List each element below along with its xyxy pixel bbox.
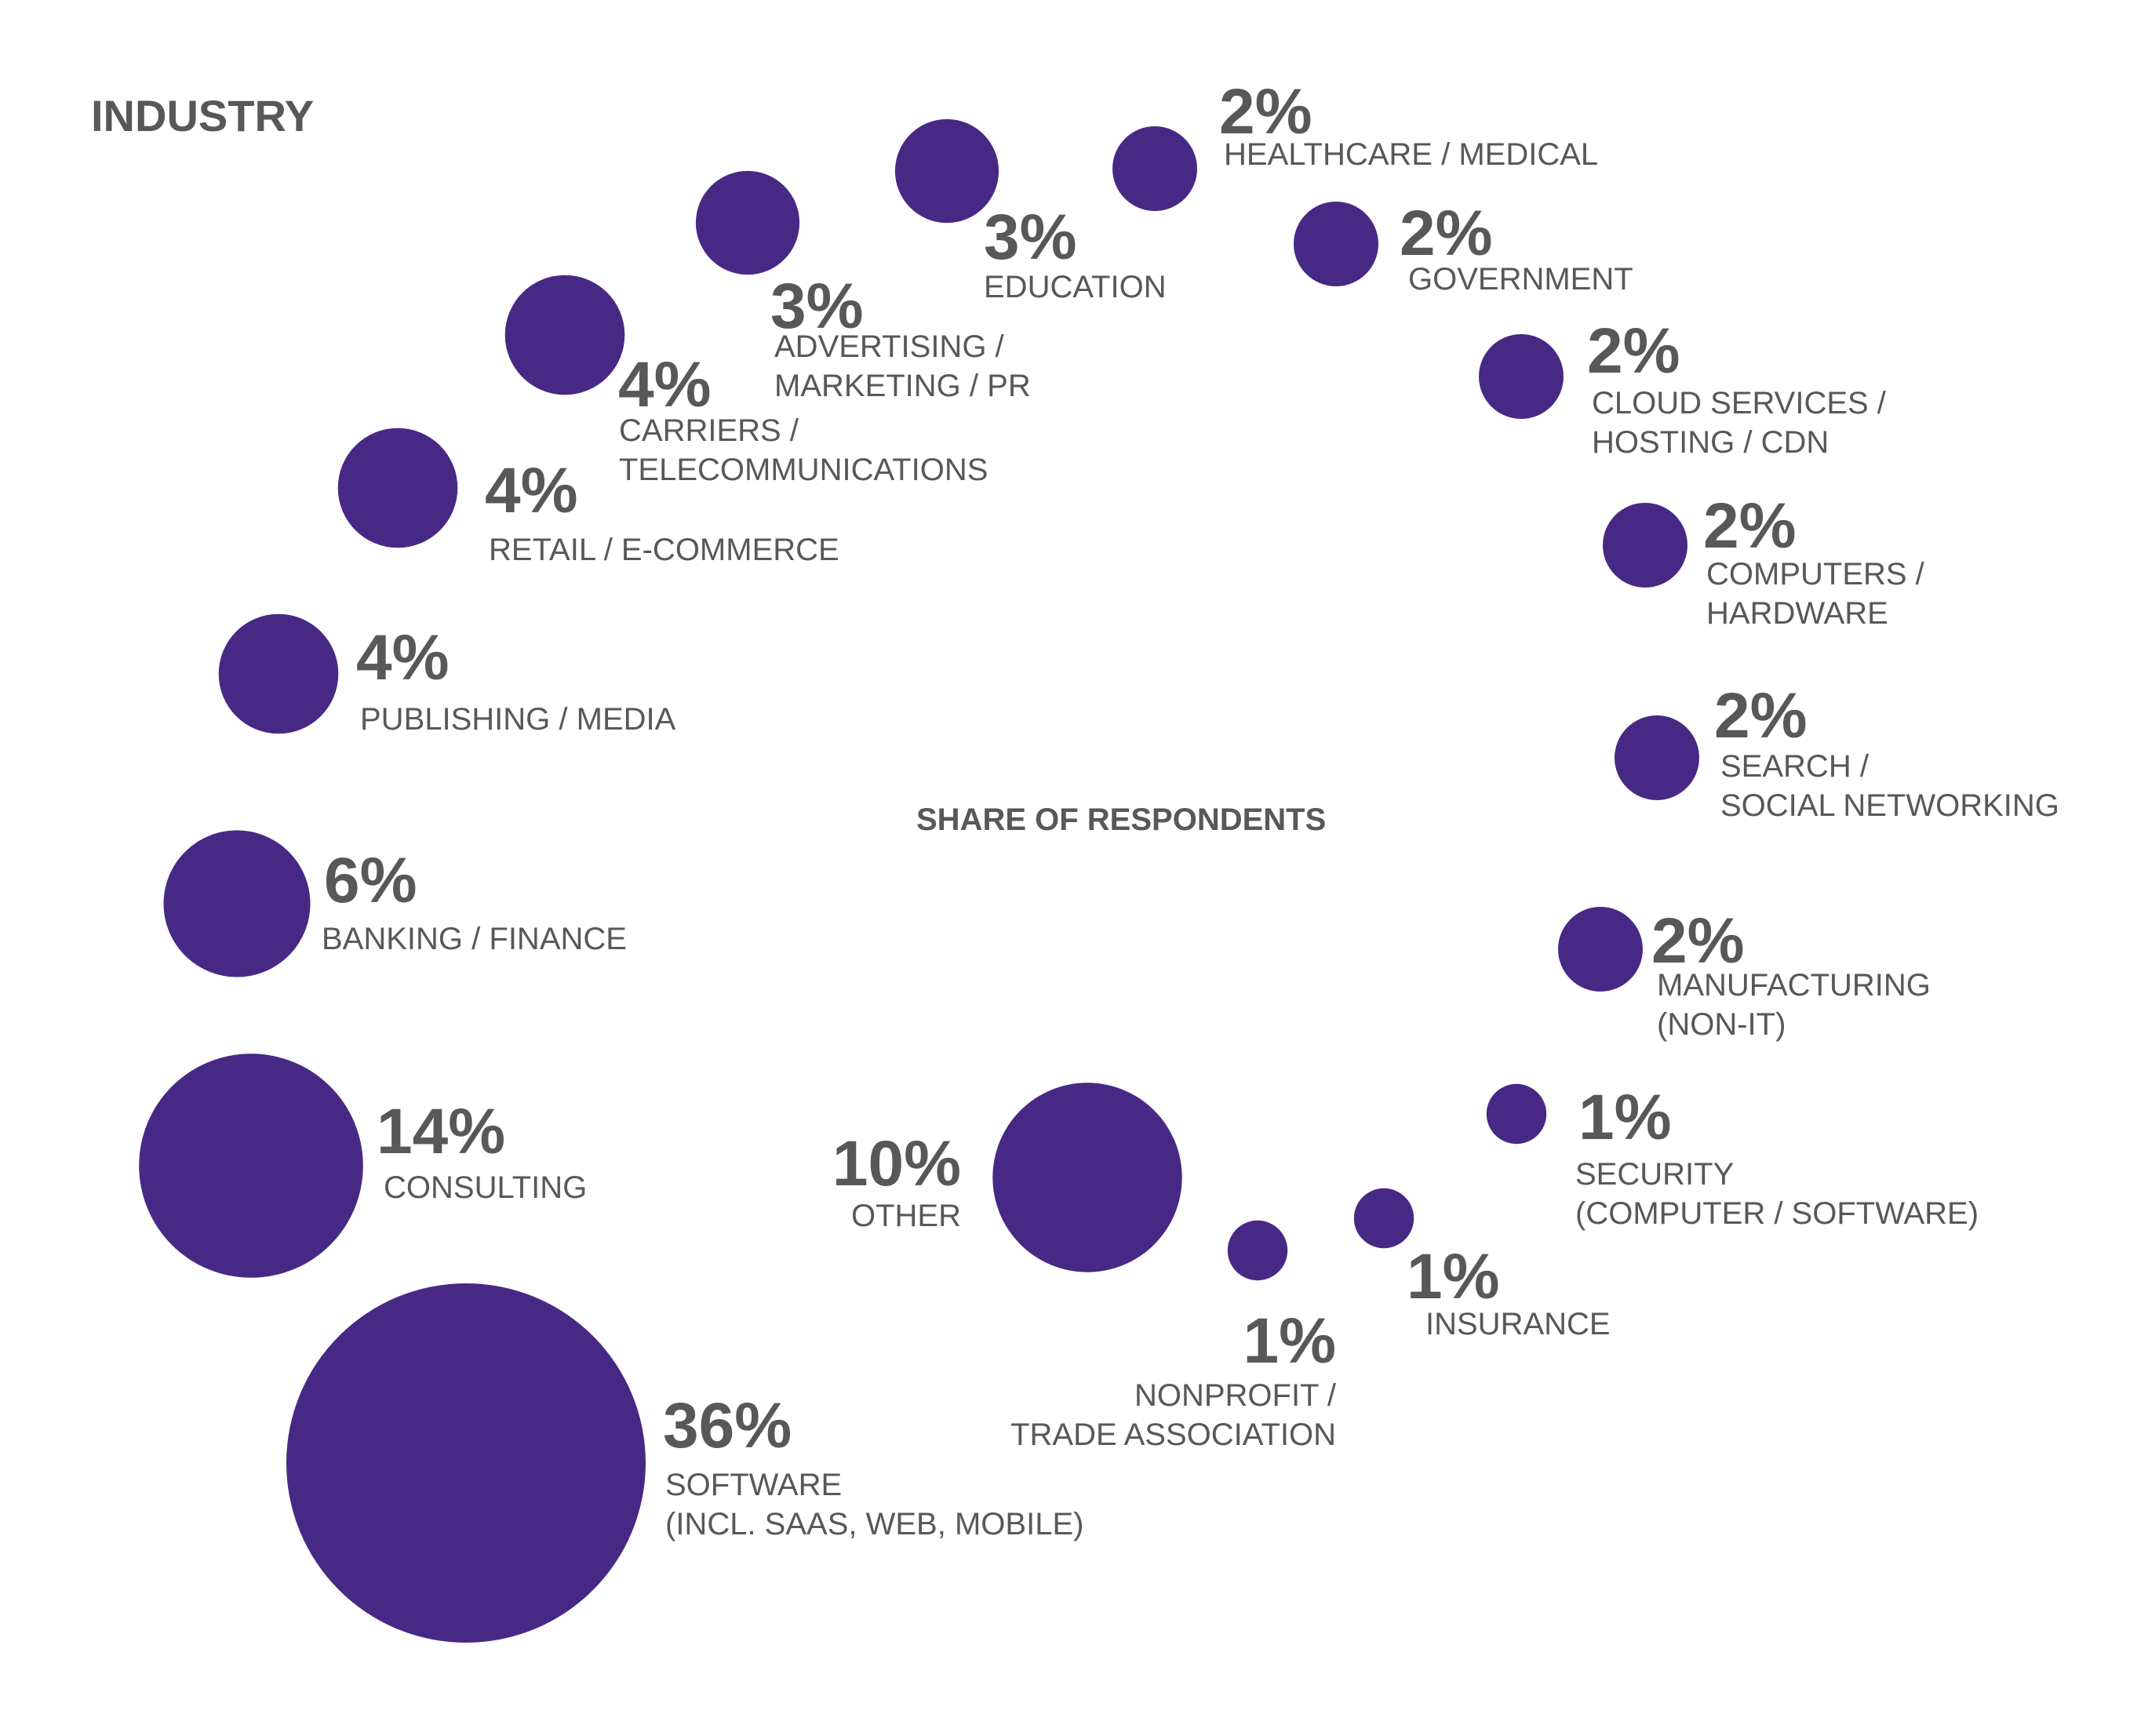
category-label-retail-e-commerce: RETAIL / E-COMMERCE: [489, 533, 839, 567]
category-label-banking-finance: BANKING / FINANCE: [322, 922, 627, 956]
category-label-nonprofit-trade-association: TRADE ASSOCIATION: [1010, 1418, 1336, 1452]
category-label-advertising-marketing-pr: MARKETING / PR: [774, 369, 1031, 403]
value-label-insurance: 1%: [1407, 1241, 1500, 1312]
bubble-cloud-services-hosting-cdn: [1479, 334, 1564, 419]
chart-subtitle: SHARE OF RESPONDENTS: [916, 802, 1326, 837]
value-label-manufacturing-non-it: 2%: [1651, 905, 1745, 977]
bubble-consulting: [139, 1054, 363, 1278]
category-label-nonprofit-trade-association: NONPROFIT /: [1134, 1378, 1337, 1413]
category-label-advertising-marketing-pr: ADVERTISING /: [774, 329, 1005, 364]
category-label-cloud-services-hosting-cdn: HOSTING / CDN: [1592, 425, 1829, 460]
bubble-other: [992, 1083, 1182, 1272]
bubble-software-incl-saas-web-mobile: [286, 1283, 646, 1643]
value-label-consulting: 14%: [377, 1096, 505, 1167]
category-label-security-computer-software: (COMPUTER / SOFTWARE): [1575, 1196, 1979, 1231]
bubble-advertising-marketing-pr: [695, 170, 800, 275]
bubble-banking-finance: [163, 830, 311, 977]
category-label-security-computer-software: SECURITY: [1575, 1157, 1734, 1192]
bubble-search-social-networking: [1615, 715, 1699, 800]
value-label-banking-finance: 6%: [324, 845, 417, 916]
value-label-government: 2%: [1400, 198, 1493, 269]
category-label-consulting: CONSULTING: [384, 1170, 587, 1205]
category-label-other: OTHER: [851, 1199, 961, 1233]
bubble-education: [894, 118, 999, 224]
category-label-carriers-telecommunications: CARRIERS /: [619, 413, 799, 448]
category-label-software-incl-saas-web-mobile: SOFTWARE: [665, 1468, 842, 1502]
bubble-retail-e-commerce: [337, 428, 458, 548]
value-label-healthcare-medical: 2%: [1219, 76, 1312, 147]
category-label-computers-hardware: HARDWARE: [1706, 596, 1888, 631]
value-label-publishing-media: 4%: [356, 622, 450, 693]
chart-title: INDUSTRY: [91, 91, 314, 140]
bubble-security-computer-software: [1486, 1083, 1547, 1145]
bubble-publishing-media: [218, 613, 339, 734]
category-label-publishing-media: PUBLISHING / MEDIA: [360, 702, 676, 737]
value-label-computers-hardware: 2%: [1703, 490, 1797, 562]
category-label-search-social-networking: SEARCH /: [1720, 749, 1869, 784]
bubble-layer: 36%SOFTWARE(INCL. SAAS, WEB, MOBILE)14%C…: [139, 76, 2059, 1643]
value-label-other: 10%: [832, 1128, 961, 1199]
value-label-nonprofit-trade-association: 1%: [1243, 1305, 1336, 1377]
category-label-government: GOVERNMENT: [1408, 262, 1633, 297]
category-label-education: EDUCATION: [984, 270, 1167, 304]
value-label-cloud-services-hosting-cdn: 2%: [1587, 315, 1680, 387]
category-label-healthcare-medical: HEALTHCARE / MEDICAL: [1224, 137, 1598, 172]
bubble-computers-hardware: [1603, 503, 1687, 588]
value-label-retail-e-commerce: 4%: [485, 455, 578, 526]
bubble-manufacturing-non-it: [1558, 907, 1643, 992]
bubble-healthcare-medical: [1112, 126, 1197, 211]
value-label-software-incl-saas-web-mobile: 36%: [663, 1390, 792, 1461]
value-label-carriers-telecommunications: 4%: [618, 349, 712, 420]
category-label-cloud-services-hosting-cdn: CLOUD SERVICES /: [1592, 386, 1887, 420]
category-label-computers-hardware: COMPUTERS /: [1706, 557, 1925, 591]
value-label-advertising-marketing-pr: 3%: [770, 271, 864, 342]
bubble-insurance: [1353, 1188, 1414, 1249]
category-label-search-social-networking: SOCIAL NETWORKING: [1720, 788, 2059, 823]
category-label-software-incl-saas-web-mobile: (INCL. SAAS, WEB, MOBILE): [665, 1507, 1083, 1541]
value-label-security-computer-software: 1%: [1578, 1082, 1672, 1153]
bubble-nonprofit-trade-association: [1227, 1220, 1288, 1281]
value-label-search-social-networking: 2%: [1714, 680, 1808, 752]
value-label-education: 3%: [984, 202, 1077, 273]
category-label-manufacturing-non-it: (NON-IT): [1657, 1007, 1786, 1042]
category-label-carriers-telecommunications: TELECOMMUNICATIONS: [619, 453, 988, 487]
bubble-government: [1294, 202, 1378, 286]
category-label-insurance: INSURANCE: [1425, 1307, 1611, 1341]
category-label-manufacturing-non-it: MANUFACTURING: [1657, 968, 1931, 1003]
bubble-carriers-telecommunications: [504, 275, 625, 395]
